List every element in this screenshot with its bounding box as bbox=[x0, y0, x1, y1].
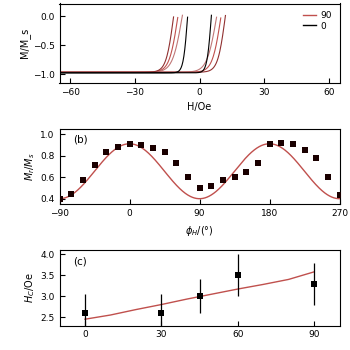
Y-axis label: M/M_s: M/M_s bbox=[19, 28, 30, 58]
Y-axis label: $H_C$/Oe: $H_C$/Oe bbox=[24, 272, 37, 303]
Legend: 90, 0: 90, 0 bbox=[300, 8, 335, 33]
X-axis label: $\phi_H$/(°): $\phi_H$/(°) bbox=[185, 224, 214, 238]
Y-axis label: $M_r/M_s$: $M_r/M_s$ bbox=[24, 152, 37, 181]
Text: (c): (c) bbox=[74, 256, 87, 266]
X-axis label: H/Oe: H/Oe bbox=[187, 102, 212, 112]
Text: (b): (b) bbox=[74, 135, 88, 145]
